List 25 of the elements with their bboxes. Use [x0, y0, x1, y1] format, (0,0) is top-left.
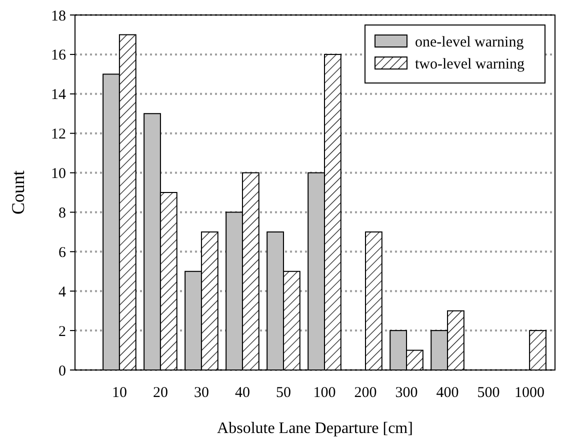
- x-tick-label: 20: [152, 385, 168, 401]
- y-tick-label: 2: [58, 324, 66, 340]
- x-tick-label: 30: [194, 385, 209, 401]
- y-tick-label: 0: [58, 363, 66, 380]
- legend-label: one-level warning: [415, 34, 524, 50]
- x-tick-label: 100: [313, 385, 336, 401]
- y-tick-label: 14: [51, 87, 66, 104]
- x-tick-label: 40: [234, 385, 250, 401]
- x-tick-label: 1000: [514, 385, 545, 401]
- x-tick-label: 200: [354, 385, 377, 401]
- x-axis-title: Absolute Lane Departure [cm]: [217, 420, 413, 437]
- x-tick-label: 50: [276, 385, 291, 401]
- y-tick-label: 16: [51, 48, 66, 64]
- x-tick-label: 10: [112, 385, 127, 401]
- y-axis-title: Count: [8, 170, 28, 215]
- y-tick-label: 10: [51, 166, 66, 182]
- legend-label: two-level warning: [415, 56, 526, 72]
- x-tick-label: 500: [477, 385, 500, 401]
- y-tick-label: 12: [51, 126, 66, 143]
- y-tick-label: 4: [58, 284, 66, 300]
- y-tick-label: 6: [58, 244, 66, 261]
- y-tick-label: 8: [58, 205, 66, 222]
- x-tick-label: 300: [395, 385, 418, 401]
- y-tick-label: 18: [51, 8, 66, 24]
- x-tick-label: 400: [436, 385, 459, 401]
